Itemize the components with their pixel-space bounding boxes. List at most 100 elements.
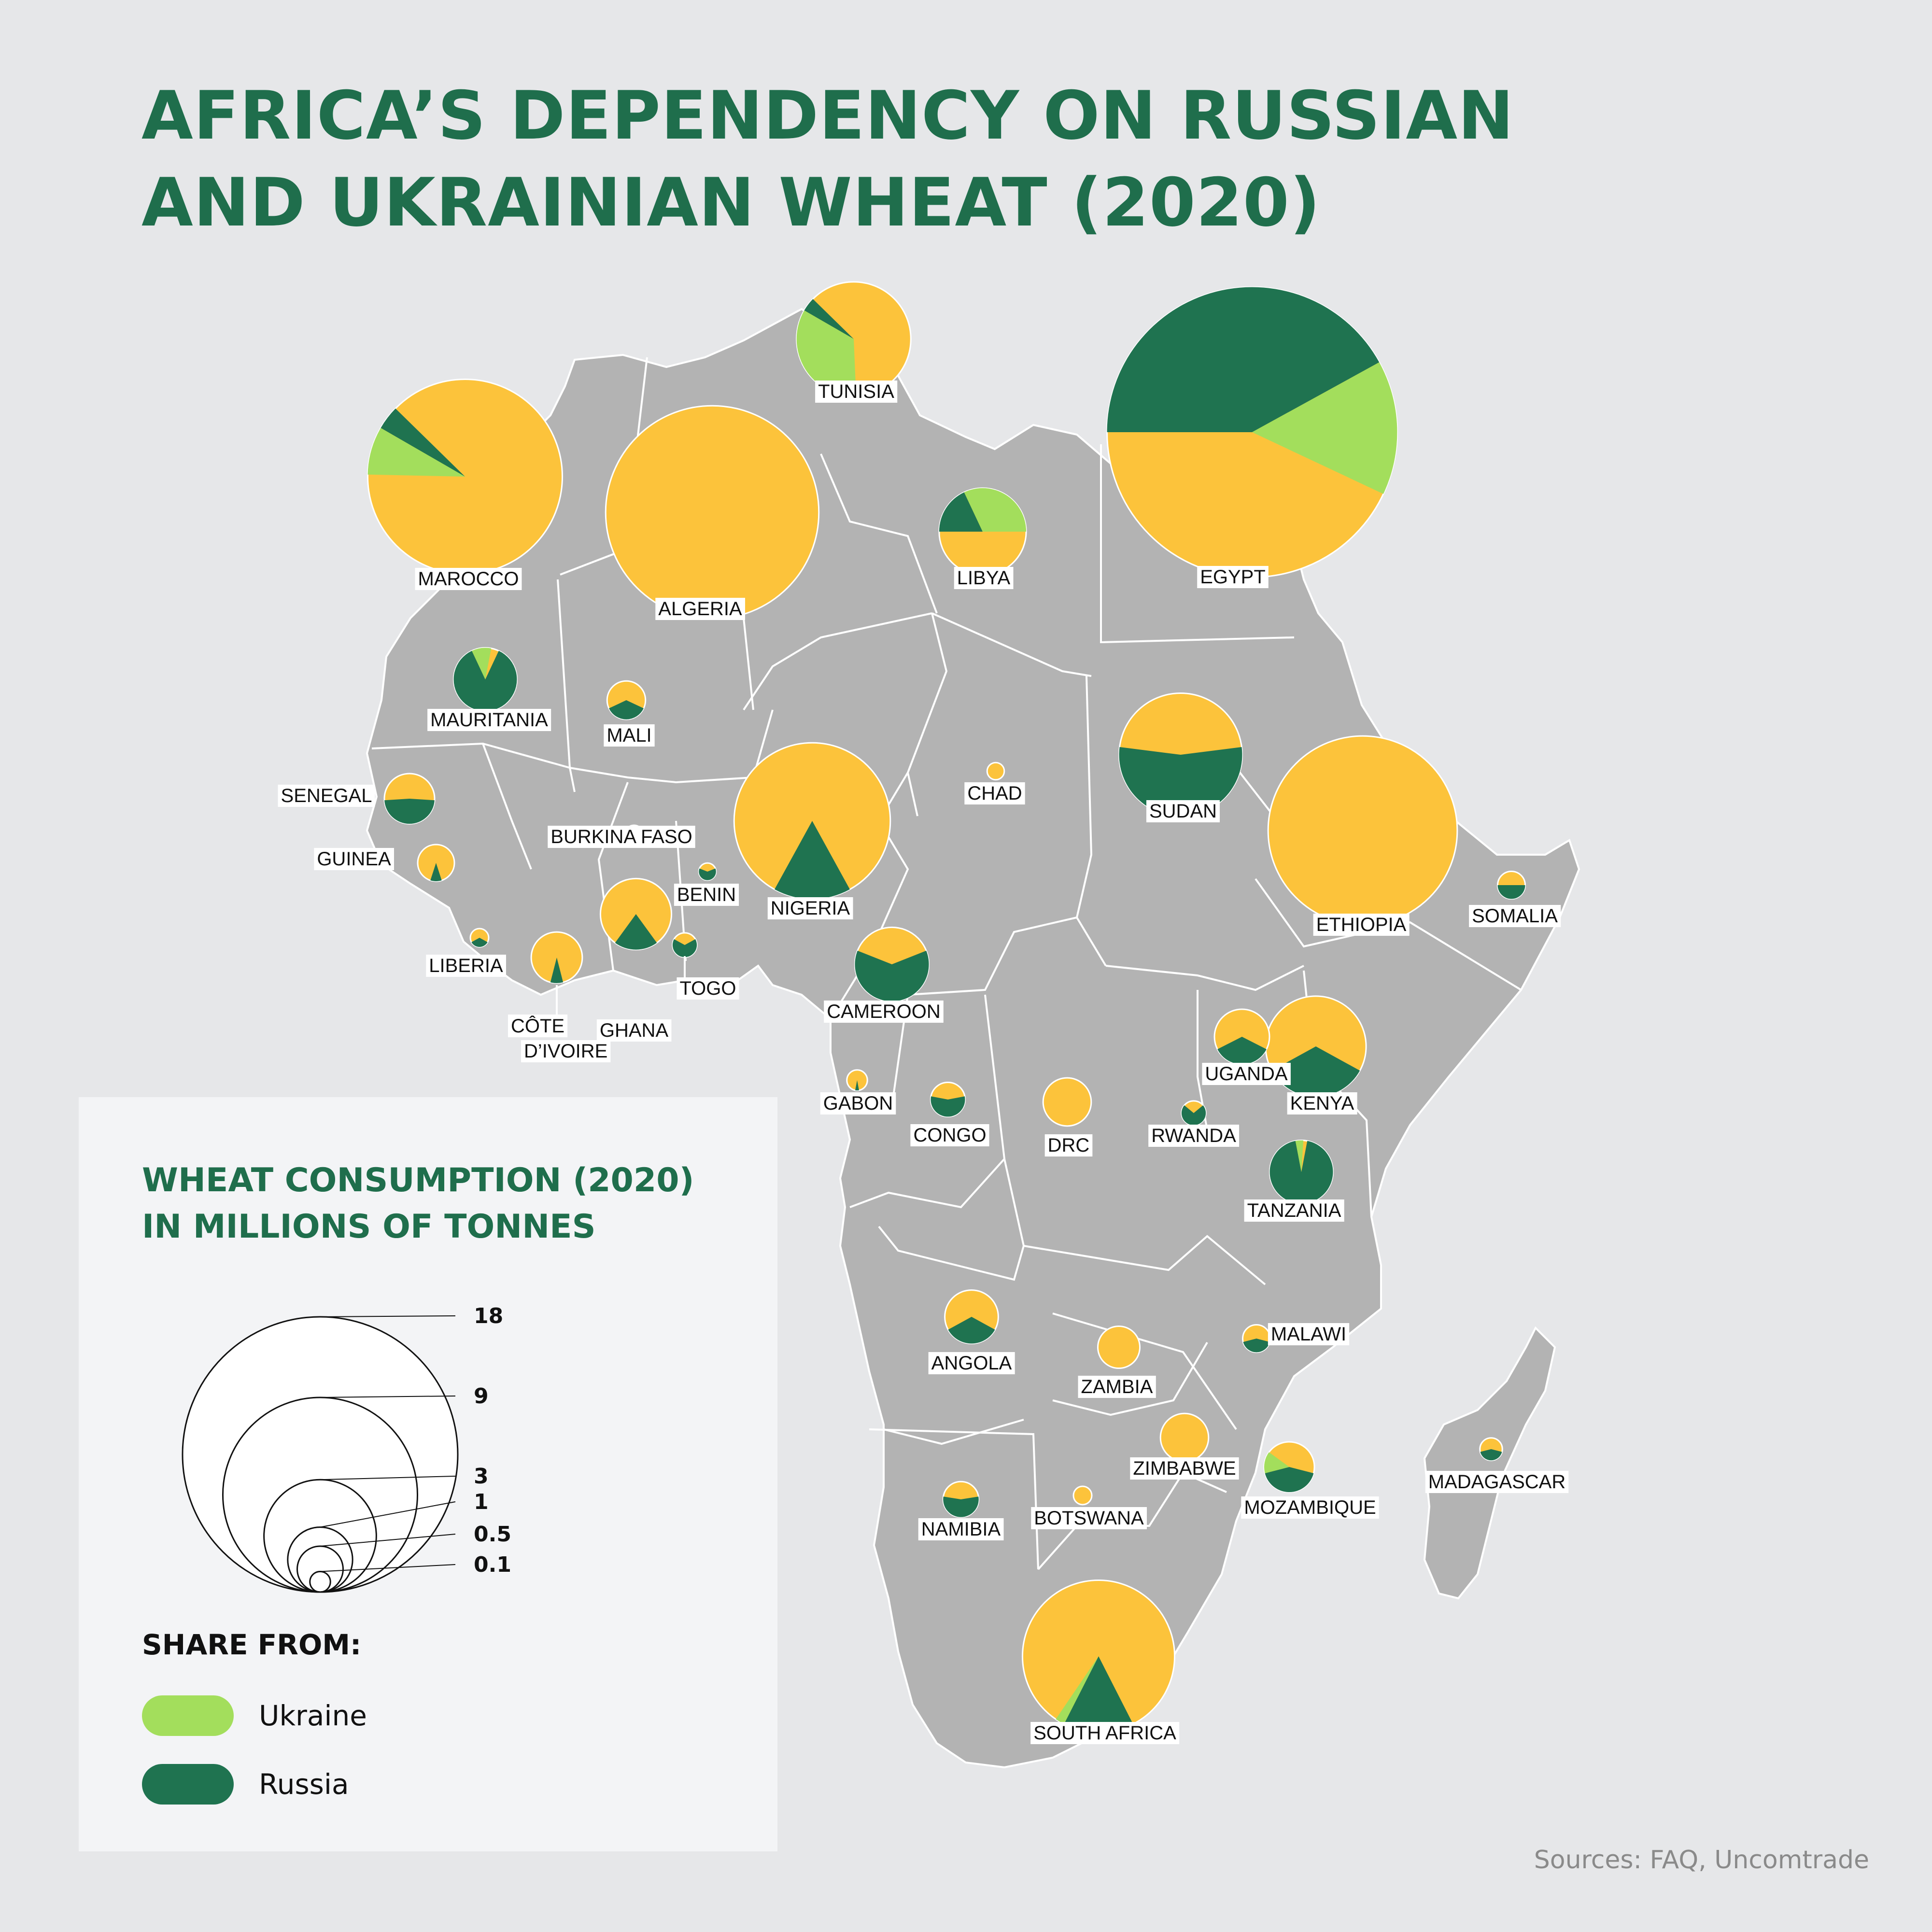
zambia-pie: [1097, 1325, 1141, 1369]
legend-label-russia: Russia: [259, 1768, 349, 1801]
sources-note: Sources: FAQ, Uncomtrade: [1534, 1846, 1869, 1875]
tunisia-label-bg: [815, 381, 898, 403]
border-line: [1075, 676, 1107, 967]
size-circle-18: [182, 1316, 459, 1593]
burkina-faso-label-bg: [548, 826, 695, 848]
africa-landmass: [366, 308, 1580, 1769]
border-line: [743, 612, 932, 711]
uganda-pie: [1213, 1008, 1270, 1065]
page-title: AFRICA’S DEPENDENCY ON RUSSIAN AND UKRAI…: [141, 72, 1514, 246]
uganda-slice-russia: [1217, 1037, 1267, 1064]
senegal-pie: [383, 773, 436, 825]
tunisia-pie: [796, 281, 912, 397]
title-line-2: AND UKRAINIAN WHEAT (2020): [141, 164, 1321, 241]
c-te-d-ivoire-pie: [530, 931, 583, 984]
botswana-label-bg: [1031, 1507, 1147, 1529]
somalia-slice-russia: [1497, 885, 1525, 899]
border-line: [569, 709, 774, 784]
c-te-d-ivoire-label-2: D’IVOIRE: [524, 1041, 607, 1062]
togo-pie: [672, 932, 698, 958]
size-leader-3: [320, 1476, 456, 1481]
tanzania-pie: [1269, 1140, 1334, 1204]
border-line: [1023, 1235, 1266, 1285]
somalia-pie: [1497, 871, 1526, 900]
rwanda-pie: [1181, 1100, 1207, 1126]
botswana-slice-other: [1072, 1485, 1093, 1506]
egypt-slice-ukraine: [1252, 362, 1397, 494]
share-title: SHARE FROM:: [142, 1628, 362, 1661]
kenya-label-bg: [1287, 1092, 1357, 1114]
mozambique-label-bg: [1241, 1496, 1379, 1519]
country-labels: EGYPT ALGERIA MAROCCO ETHIOPIA NIGERIA SOUTH …: [278, 381, 1569, 1744]
congo-label-bg: [910, 1124, 989, 1146]
size-label-0-1: 0.1: [474, 1552, 511, 1577]
angola-label: ANGOLA: [931, 1353, 1012, 1374]
libya-label: LIBYA: [957, 567, 1011, 589]
zimbabwe-slice-other: [1159, 1412, 1210, 1463]
libya-pie: [938, 487, 1027, 576]
namibia-label-bg: [918, 1518, 1004, 1540]
size-label-18: 18: [474, 1304, 503, 1328]
border-line: [878, 1158, 1025, 1281]
border-line: [849, 994, 1006, 1209]
madagascar-slice-russia: [1480, 1449, 1502, 1461]
border-line: [906, 613, 948, 817]
zambia-label: ZAMBIA: [1081, 1376, 1153, 1397]
size-leader-0-5: [320, 1534, 456, 1547]
namibia-label: NAMIBIA: [921, 1519, 1001, 1540]
libya-slice-russia: [939, 492, 983, 532]
sudan-slice-russia: [1119, 747, 1242, 817]
marocco-slice-russia: [381, 409, 465, 477]
nigeria-label-bg: [767, 897, 853, 919]
namibia-pie: [942, 1481, 980, 1518]
botswana-label: BOTSWANA: [1034, 1508, 1144, 1529]
legend-title-line-1: WHEAT CONSUMPTION (2020): [142, 1161, 694, 1199]
mali-label: MALI: [606, 725, 651, 746]
size-leader-9: [320, 1396, 456, 1398]
malawi-label-bg: [1268, 1323, 1350, 1345]
cameroon-label: CAMEROON: [827, 1001, 941, 1022]
egypt-label-bg: [1197, 566, 1269, 588]
rwanda-slice-russia: [1181, 1105, 1206, 1126]
egypt-slice-russia: [1107, 287, 1380, 432]
algeria-pie: [605, 405, 820, 620]
mozambique-slice-ukraine: [1264, 1452, 1289, 1473]
size-leader-18: [320, 1315, 456, 1317]
sudan-label: SUDAN: [1149, 801, 1217, 822]
country-pies: [367, 281, 1526, 1734]
kenya-pie: [1265, 995, 1367, 1098]
guinea-pie: [417, 844, 455, 882]
malawi-pie: [1242, 1324, 1271, 1353]
malawi-slice-russia: [1243, 1339, 1270, 1353]
marocco-label: MAROCCO: [418, 568, 519, 590]
rwanda-label: RWANDA: [1151, 1125, 1236, 1146]
mali-label-bg: [604, 724, 655, 747]
south-africa-slice-russia: [1064, 1656, 1133, 1733]
border-line: [931, 612, 1092, 677]
c-te-d-ivoire-slice-russia: [550, 958, 564, 983]
togo-label: TOGO: [679, 978, 736, 999]
zambia-label-bg: [1078, 1376, 1156, 1398]
marocco-pie: [367, 378, 564, 575]
egypt-label: EGYPT: [1200, 566, 1266, 588]
congo-slice-russia: [931, 1096, 965, 1117]
madagascar-island: [1423, 1326, 1556, 1600]
tunisia-slice-russia: [804, 299, 854, 339]
mali-pie: [606, 680, 647, 720]
kenya-slice-russia: [1271, 1046, 1360, 1097]
legend-panel: WHEAT CONSUMPTION (2020) IN MILLIONS OF …: [79, 1097, 777, 1851]
mauritania-label: MAURITANIA: [430, 709, 548, 731]
benin-label-bg: [674, 884, 739, 906]
senegal-label-bg: [278, 785, 375, 807]
benin-label: BENIN: [677, 884, 736, 905]
senegal-slice-russia: [384, 799, 435, 824]
border-line: [1100, 444, 1295, 644]
size-label-9: 9: [474, 1384, 489, 1409]
mauritania-label-bg: [427, 709, 551, 731]
legend-title-line-2: IN MILLIONS OF TONNES: [142, 1208, 596, 1246]
marocco-slice-ukraine: [367, 428, 465, 477]
angola-slice-russia: [948, 1317, 995, 1344]
size-leader-1: [320, 1501, 456, 1528]
border-line: [820, 453, 938, 614]
border-line: [482, 743, 532, 870]
